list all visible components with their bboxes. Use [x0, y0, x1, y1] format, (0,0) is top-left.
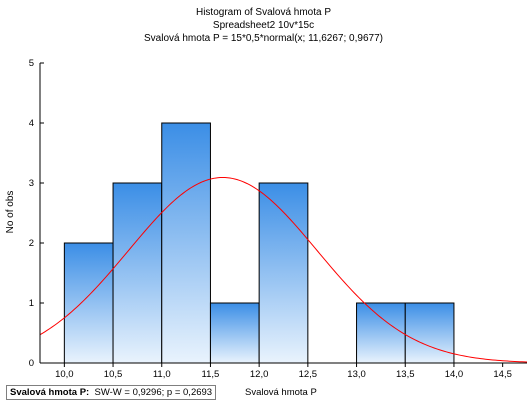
x-tick-label: 12,0 — [250, 369, 269, 380]
histogram-bar — [356, 302, 406, 364]
histogram-bar — [63, 242, 114, 364]
histogram-bar — [404, 302, 455, 364]
x-tick-label: 11,5 — [202, 369, 220, 380]
x-tick-label: 13,5 — [396, 369, 415, 380]
x-tick-label: 14,0 — [445, 369, 464, 380]
stats-text: SW-W = 0,9296; p = 0,2693 — [94, 387, 213, 398]
y-tick-label: 4 — [29, 118, 34, 129]
histogram-bar — [161, 122, 211, 364]
x-tick-label: 10,0 — [55, 369, 74, 380]
y-tick-label: 3 — [29, 178, 34, 189]
y-axis-label: No of obs — [5, 191, 16, 234]
stats-variable: Svalová hmota P: — [10, 387, 90, 398]
histogram-bar — [209, 302, 260, 364]
x-tick-label: 13,0 — [347, 369, 366, 380]
x-tick-label: 14,5 — [493, 369, 512, 380]
histogram-bar — [112, 182, 163, 364]
normal-fit-curve — [39, 176, 527, 363]
y-tick-label: 1 — [29, 298, 34, 309]
x-tick-label: 11,0 — [153, 369, 171, 380]
x-tick-label: 12,5 — [299, 369, 318, 380]
histogram-bar — [258, 182, 309, 364]
y-tick-label: 5 — [29, 58, 34, 69]
normality-test-box: Svalová hmota P: SW-W = 0,9296; p = 0,26… — [6, 385, 217, 400]
curve-label: Svalová hmota P = 15*0,5*normal(x; 11,62… — [144, 33, 383, 44]
x-tick-label: 10,5 — [104, 369, 123, 380]
y-tick-label: 2 — [29, 238, 34, 249]
chart-subtitle: Spreadsheet2 10v*15c — [212, 20, 315, 31]
x-axis-label: Svalová hmota P — [245, 387, 317, 398]
y-tick-label: 0 — [29, 358, 34, 369]
chart-title: Histogram of Svalová hmota P — [195, 7, 332, 18]
